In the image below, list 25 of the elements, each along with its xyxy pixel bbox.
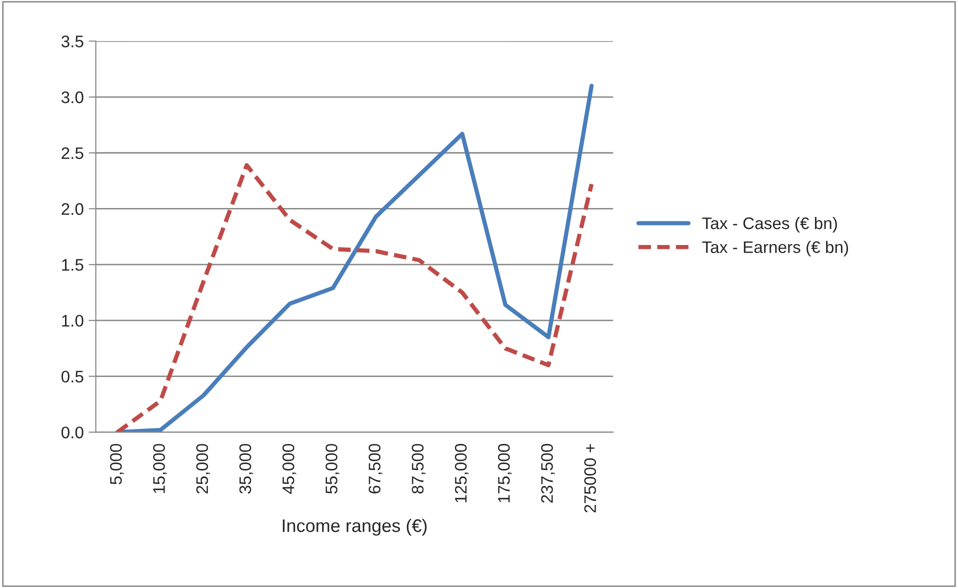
x-tick-label: 237,500 [541,444,555,503]
x-tick-label: 67,500 [368,444,382,494]
x-axis-title: Income ranges (€) [282,518,427,536]
line-series [115,84,594,432]
line-series [115,163,594,432]
x-tick-label: 55,000 [326,444,340,494]
legend-label: Tax - Earners (€ bn) [702,240,848,256]
y-tick-label: 2.5 [62,147,84,160]
x-tick-label: 45,000 [282,444,296,494]
y-tick-label: 3.0 [61,91,84,104]
legend-label: Tax - Cases (€ bn) [702,216,837,232]
x-tick-label: 275000 + [584,444,596,512]
x-tick-label: 5,000 [110,444,124,484]
x-tick-label: 25,000 [196,444,210,494]
y-tick-label: 3.5 [61,36,84,48]
y-tick-label: 1.0 [62,314,84,327]
x-tick-label: 175,000 [498,444,512,502]
y-tick-label: 1.5 [62,259,84,271]
x-tick-label: 125,000 [454,444,469,502]
y-tick-label: 0.5 [61,370,84,383]
y-tick-label: 0.0 [61,426,84,438]
x-tick-label: 35,000 [239,444,254,494]
x-tick-label: 15,000 [153,444,167,493]
x-tick-label: 87,500 [412,444,426,494]
y-tick-label: 2.0 [62,203,84,215]
